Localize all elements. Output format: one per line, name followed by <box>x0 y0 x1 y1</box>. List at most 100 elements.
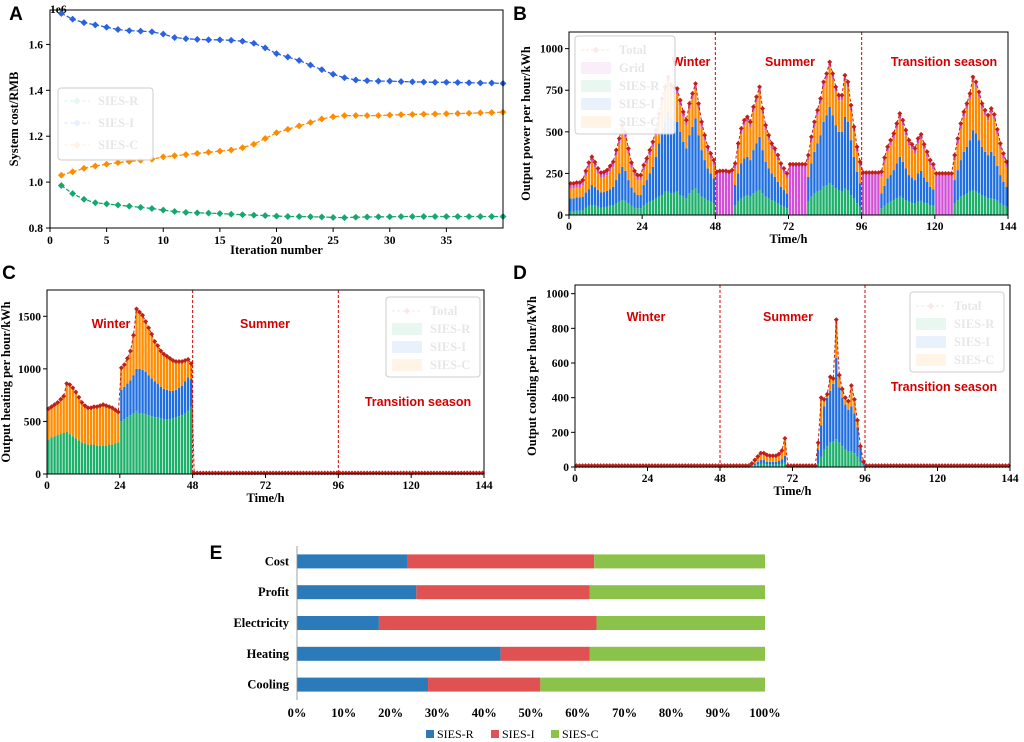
panel-b-season-label: Transition season <box>891 55 997 69</box>
panel-d-total-point <box>851 396 857 402</box>
panel-c-bar-SIES-R <box>156 417 159 474</box>
panel-a-point <box>171 33 179 42</box>
panel-d-xtick-label: 0 <box>572 473 578 485</box>
panel-b-bar-SIES-I <box>980 146 984 196</box>
panel-b-bar-SIES-R <box>743 196 746 215</box>
panel-b-bar-SIES-R <box>682 196 685 215</box>
panel-b-total-point <box>760 105 766 112</box>
panel-d-total-point <box>815 440 821 446</box>
panel-a-point <box>250 140 258 148</box>
panel-b-total-point <box>982 107 988 113</box>
panel-e-legend-swatch <box>491 730 499 738</box>
panel-b-bar-SIES-C <box>572 188 575 199</box>
panel-b-total-point <box>811 119 817 125</box>
panel-b-bar-SIES-I <box>618 173 621 202</box>
panel-c-bar-SIES-I <box>138 368 141 414</box>
panel-c-bar-SIES-C <box>86 407 90 445</box>
panel-c-ylabel: Output heating per hour/kWh <box>0 301 13 462</box>
panel-a-point <box>306 61 315 69</box>
panel-c-bar-SIES-I <box>165 389 169 420</box>
panel-c-bar-SIES-C <box>83 405 87 444</box>
panel-a-point <box>363 77 371 85</box>
panel-d-xlabel: Time/h <box>774 484 812 498</box>
panel-d-bar-SIES-I <box>847 409 850 452</box>
panel-b-bar-SIES-C <box>880 176 883 194</box>
panel-b-bar-SIES-R <box>910 202 914 215</box>
panel-c-bar-SIES-C <box>50 406 53 438</box>
panel-a-xtick-label: 35 <box>441 235 453 247</box>
panel-b-bar-SIES-C <box>758 91 761 137</box>
panel-b-bar-SIES-I <box>889 175 892 202</box>
panel-c-ytick-label: 1500 <box>18 311 41 323</box>
panel-b-total-point <box>766 132 772 138</box>
panel-b-bar-SIES-C <box>569 188 572 199</box>
panel-d-bar-SIES-C <box>823 399 826 407</box>
panel-c-total-point <box>127 348 134 354</box>
panel-b-bar-SIES-C <box>612 166 615 187</box>
panel-b-bar-Grid <box>862 172 865 215</box>
panel-b-bar-SIES-C <box>977 96 981 141</box>
panel-b-bar-SIES-R <box>993 199 996 215</box>
panel-b-bar-SIES-R <box>846 190 850 215</box>
panel-c-xtick-label: 96 <box>333 480 345 492</box>
panel-b-total-point <box>918 131 924 137</box>
panel-d-total-point <box>833 317 839 323</box>
panel-c-total-point <box>115 409 121 415</box>
panel-c-bar-SIES-C <box>77 397 81 441</box>
panel-d-bar-SIES-R <box>832 441 835 467</box>
panel-a-point <box>374 213 382 221</box>
panel-a-point <box>250 211 258 219</box>
panel-e-category-label: Profit <box>258 585 290 599</box>
panel-e-bar-SIES-I <box>500 646 590 661</box>
panel-b-total-point <box>592 159 598 165</box>
panel-b-bar-SIES-R <box>926 203 929 215</box>
panel-b-bar-SIES-R <box>636 208 639 215</box>
panel-b-bar-SIES-I <box>898 156 901 197</box>
panel-b-bar-SIES-R <box>706 200 709 215</box>
panel-a-point <box>272 50 281 58</box>
panel-b-bar-SIES-I <box>782 190 786 207</box>
panel-b-bar-SIES-C <box>919 139 923 171</box>
panel-d-bar-SIES-I <box>835 357 838 440</box>
panel-b-bar-Grid <box>865 172 868 215</box>
panel-d-bar-SIES-R <box>850 451 853 467</box>
panel-c-bar-SIES-R <box>144 414 147 474</box>
panel-b-bar-SIES-C <box>630 167 633 188</box>
panel-b-bar-SIES-R <box>645 203 648 215</box>
panel-b-total-point <box>985 112 991 118</box>
panel-b-bar-SIES-I <box>840 131 844 192</box>
panel-b-bar-SIES-C <box>889 145 892 176</box>
panel-b-bar-SIES-C <box>837 100 840 132</box>
panel-b-bar-SIES-C <box>590 161 594 186</box>
panel-b-total-point <box>848 102 854 108</box>
panel-b-bar-SIES-R <box>621 200 624 215</box>
panel-b-bar-SIES-C <box>840 100 844 132</box>
panel-a-point <box>454 109 462 118</box>
panel-d-total-point <box>752 457 758 463</box>
panel-d-bar-SIES-R <box>829 442 832 467</box>
panel-b-total-point <box>915 135 921 142</box>
panel-c-total-point <box>109 405 115 411</box>
panel-a-point <box>352 76 360 84</box>
panel-d-bar-SIES-I <box>765 461 769 465</box>
panel-b-total-point <box>772 145 778 152</box>
panel-a-point <box>397 78 405 86</box>
panel-d-legend <box>909 291 1005 373</box>
panel-b-bar-SIES-R <box>669 193 673 215</box>
panel-b-total-point <box>680 109 686 115</box>
panel-b-total-point <box>900 117 906 123</box>
panel-b-bar-SIES-I <box>700 150 703 197</box>
panel-b-bar-SIES-C <box>700 126 703 151</box>
panel-e-xtick-label: 50% <box>519 706 544 720</box>
panel-b-bar-Grid <box>944 173 947 215</box>
panel-b-bar-SIES-I <box>676 121 679 192</box>
panel-b-total-point <box>708 150 714 156</box>
panel-d-bar-SIES-I <box>753 463 756 466</box>
panel-b-bar-SIES-C <box>651 146 655 167</box>
panel-b-bar-SIES-R <box>688 193 691 215</box>
panel-b-bar-SIES-R <box>837 190 840 215</box>
panel-a-point <box>204 148 213 156</box>
panel-d-season-label: Transition season <box>891 380 997 394</box>
panel-b-bar-SIES-C <box>956 143 959 171</box>
panel-a-point <box>488 109 496 117</box>
